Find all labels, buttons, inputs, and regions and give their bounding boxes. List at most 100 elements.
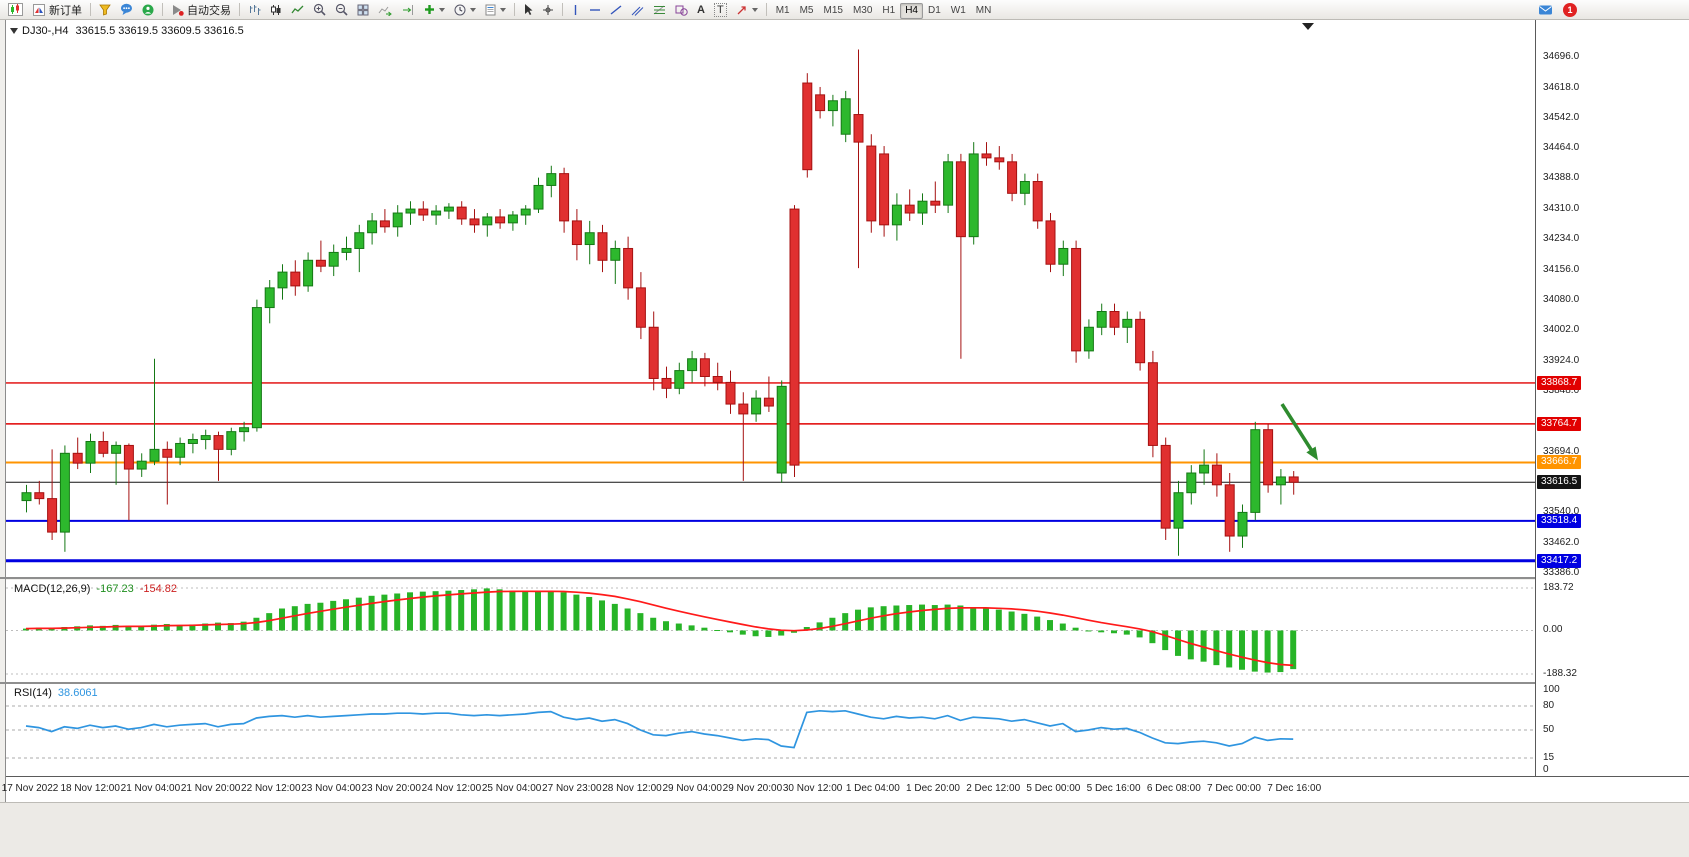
price-tick: 34310.0 [1543,203,1580,215]
candle-body [354,232,365,249]
candle-body [136,460,147,470]
price-tick: 34464.0 [1543,142,1580,154]
candle-body [328,251,339,267]
timeframe-button-M5[interactable]: M5 [795,3,819,19]
indicators-plus-icon [425,5,434,14]
macd-histogram-bar [1290,630,1297,670]
new-order-button[interactable]: 新订单 [28,1,86,19]
template-icon [485,4,496,15]
timeframe-button-H1[interactable]: H1 [877,3,900,19]
toolbar-separator [162,3,163,16]
macd-pane[interactable]: MACD(12,26,9) -167.23 -154.82 [6,580,1535,682]
vertical-line-button[interactable] [567,1,584,19]
text-button[interactable]: A [693,1,709,19]
candle-body [149,448,160,462]
trend-arrow-annotation[interactable] [1280,403,1316,455]
periods-button[interactable] [450,1,480,19]
toolbar: 新订单 自动交 [0,0,1689,20]
label-button[interactable]: T [710,1,731,19]
notification-badge[interactable]: 1 [1563,2,1577,17]
candle-body [303,259,314,287]
time-tick: 1 Dec 20:00 [906,783,960,794]
macd-histogram-bar [1264,630,1271,673]
chat-button[interactable] [116,1,137,19]
toolbar-separator [90,3,91,16]
toolbar-separator [765,3,767,16]
price-axis[interactable]: 34696.0 34618.0 34542.0 34464.0 34388.0 34310… [1535,20,1689,776]
zoom-in-button[interactable] [309,1,330,19]
candle-body [226,431,237,450]
chart-shift-button[interactable] [397,1,419,19]
timeframe-button-M15[interactable]: M15 [819,3,848,19]
price-chart[interactable] [6,20,1535,577]
time-axis[interactable]: 17 Nov 2022 18 Nov 12:00 21 Nov 04:00 21 No… [2,776,1689,802]
candle-body [1199,464,1210,474]
bar-chart-button[interactable] [244,1,265,19]
macd-histogram-bar [304,603,311,631]
arrows-button[interactable] [732,1,762,19]
rsi-chart[interactable] [6,684,1535,776]
candle-body [1250,429,1261,513]
line-chart-button[interactable] [287,1,308,19]
rsi-pane[interactable]: RSI(14) 38.6061 [6,684,1535,776]
candlestick-chart-button[interactable] [266,1,286,19]
macd-chart[interactable] [6,580,1535,682]
candle-body [725,381,736,405]
fibonacci-button[interactable] [649,1,670,19]
new-chart-button[interactable] [4,1,27,19]
timeframe-button-W1[interactable]: W1 [946,3,971,19]
candle-body [85,440,96,464]
one-click-trading-arrow-icon[interactable] [10,28,18,34]
candle-body [1007,161,1018,194]
time-tick: 5 Dec 00:00 [1026,783,1081,794]
messages-button[interactable] [1534,1,1557,19]
timeframe-button-H4[interactable]: H4 [900,2,923,19]
candle-body [1288,476,1299,483]
timeframe-button-MN[interactable]: MN [971,3,997,19]
candle-body [815,94,826,112]
autotrading-button[interactable]: 自动交易 [167,1,235,19]
timeframe-button-M30[interactable]: M30 [848,3,877,19]
pane-splitter[interactable] [0,577,1689,579]
cursor-button[interactable] [519,1,537,19]
time-tick: 29 Nov 04:00 [662,783,722,794]
macd-histogram-bar [906,605,913,631]
macd-histogram-bar [535,591,541,631]
macd-histogram-bar [23,628,29,631]
resistance-line-1-badge: 33868.7 [1537,375,1582,390]
zoom-out-button[interactable] [331,1,352,19]
price-pane[interactable]: DJ30-,H4 33615.5 33619.5 33609.5 33616.5 [6,20,1535,577]
candle-body [418,208,429,216]
macd-histogram-bar [1034,616,1041,631]
time-tick: 22 Nov 12:00 [241,783,301,794]
crosshair-button[interactable] [538,1,558,19]
community-button[interactable] [138,1,158,19]
macd-histogram-bar [432,591,439,631]
toolbar-separator [239,3,240,16]
macd-histogram-bar [995,609,1002,631]
horizontal-line-button[interactable] [585,1,605,19]
indicators-button[interactable] [420,1,449,19]
price-tick: 34234.0 [1543,233,1580,245]
macd-histogram-bar [1251,630,1258,672]
shapes-button[interactable] [671,1,692,19]
price-tick: 33540.0 [1543,506,1580,518]
macd-histogram-bar [1098,630,1105,633]
auto-scroll-button[interactable] [374,1,396,19]
macd-histogram-bar [1175,630,1181,656]
macd-histogram-bar [1111,630,1117,634]
time-tick: 30 Nov 12:00 [782,783,843,794]
timeframe-button-M1[interactable]: M1 [771,3,795,19]
tile-windows-button[interactable] [353,1,373,19]
templates-button[interactable] [481,1,510,19]
candle-body [699,358,710,377]
channel-button[interactable] [627,1,648,19]
candle-body [674,370,685,389]
trendline-button[interactable] [606,1,626,19]
timeframe-toolbar: M1 M5 M15 M30 H1 H4 D1 W1 MN [771,0,997,19]
trendline-icon [610,4,622,15]
pane-splitter[interactable] [0,682,1689,684]
candle-body [1186,472,1197,494]
timeframe-button-D1[interactable]: D1 [923,3,946,19]
alerts-button[interactable] [95,1,115,19]
